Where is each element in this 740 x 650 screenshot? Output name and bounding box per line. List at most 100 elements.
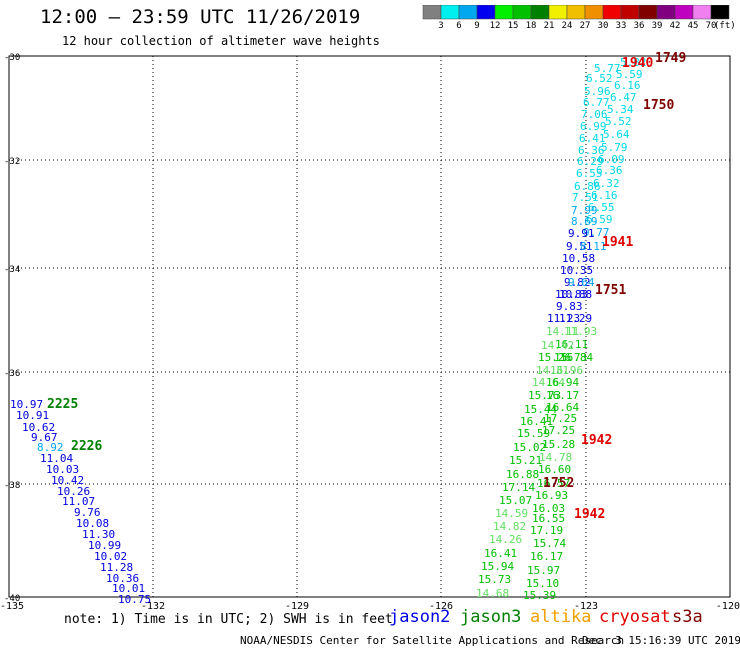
color-scale-label: 6 — [456, 21, 462, 31]
chart-title: 12:00 – 23:59 UTC 11/26/2019 — [40, 6, 361, 28]
wave-height-label: 7.99 — [571, 204, 598, 217]
wave-height-label: 15.73 — [478, 573, 511, 586]
color-scale-bar — [422, 5, 730, 20]
wave-height-label: 16.57 — [537, 477, 570, 490]
chart-subtitle: 12 hour collection of altimeter wave hei… — [62, 34, 380, 48]
longitude-tick-label: -129 — [285, 601, 309, 610]
color-scale-label: 21 — [543, 21, 555, 31]
wave-height-label: 8.92 — [37, 441, 64, 454]
color-scale-label: 36 — [633, 21, 645, 31]
wave-height-label: 8.69 — [571, 215, 598, 228]
wave-height-label: 16.64 — [546, 401, 579, 414]
color-scale-label: 12 — [489, 21, 501, 31]
wave-height-label: 16.55 — [532, 512, 565, 525]
wave-height-label: 5.59 — [616, 68, 643, 81]
wave-height-label: 6.36 — [578, 144, 605, 157]
wave-height-label: 6.09 — [598, 153, 625, 166]
latitude-tick-label: -34 — [4, 265, 20, 275]
pass-time-label: 1942 — [574, 507, 605, 522]
wave-height-label: 6.99 — [580, 120, 607, 133]
wave-height-label: 16.96 — [550, 364, 583, 377]
wave-height-label: 11.28 — [100, 561, 133, 574]
wave-height-label: 14.59 — [495, 507, 528, 520]
wave-height-label: 17.25 — [544, 412, 577, 425]
pass-time-label: 1942 — [581, 433, 612, 448]
wave-height-label: 9.83 — [556, 300, 583, 313]
satellite-legend-s3a: s3a — [672, 607, 703, 627]
longitude-tick-label: -132 — [141, 601, 165, 610]
wave-height-label: 10.08 — [76, 517, 109, 530]
wave-height-label: 9.67 — [31, 431, 58, 444]
wave-height-label: 15.59 — [517, 427, 550, 440]
wave-height-label: 5.34 — [607, 103, 634, 116]
wave-height-label: 11.23 — [547, 312, 580, 325]
wave-height-map: -30 -32 -34 -36 -38 -40-135 -132 -129 -126 -123 -1… — [0, 51, 740, 610]
wave-height-label: 14.68 — [476, 587, 509, 600]
wave-height-label: 16.03 — [532, 502, 565, 515]
wave-height-label: 5.77 — [594, 62, 621, 75]
wave-height-label: 10.01 — [112, 582, 145, 595]
wave-height-label: 14.64 — [532, 376, 565, 389]
wave-height-label: 10.75 — [118, 593, 151, 606]
wave-height-label: 15.02 — [513, 441, 546, 454]
wave-height-label: 10.36 — [106, 572, 139, 585]
satellite-legend-jason2: jason2 — [389, 607, 451, 627]
latitude-tick-label: -30 — [4, 53, 20, 63]
wave-height-label: 10.58 — [562, 252, 595, 265]
latitude-tick-label: -32 — [4, 157, 20, 167]
wave-height-label: 10.26 — [57, 485, 90, 498]
credit-line: NOAA/NESDIS Center for Satellite Applica… — [240, 634, 625, 647]
pass-time-label: 2225 — [47, 397, 78, 412]
generation-timestamp: Dec 3 15:16:39 UTC 2019 — [582, 634, 740, 647]
wave-height-label: 10.35 — [560, 264, 593, 277]
pass-time-label: 1752 — [543, 476, 574, 491]
pass-time-label: 1941 — [602, 235, 633, 250]
latitude-tick-label: -40 — [4, 594, 20, 604]
wave-height-label: 14.31 — [536, 364, 569, 377]
wave-height-label: 10.88 — [559, 288, 592, 301]
color-scale-swatch — [710, 5, 730, 20]
wave-height-label: 9.91 — [568, 227, 595, 240]
wave-height-label: 15.28 — [542, 438, 575, 451]
wave-height-label: 17.14 — [502, 481, 535, 494]
pass-time-label: 1940 — [622, 56, 653, 71]
color-scale-label: 70 — [705, 21, 717, 31]
wave-height-label: 10.62 — [22, 421, 55, 434]
wave-height-label: 11.30 — [82, 528, 115, 541]
longitude-tick-label: -120 — [716, 601, 740, 610]
footer-note: note: 1) Time is in UTC; 2) SWH is in fe… — [64, 612, 393, 627]
wave-height-label: 11.07 — [62, 495, 95, 508]
wave-height-label: 6.16 — [614, 79, 641, 92]
wave-height-label: 7.51 — [572, 191, 599, 204]
wave-height-label: 10.03 — [46, 463, 79, 476]
wave-height-label: 16.94 — [546, 376, 579, 389]
wave-height-label: 17.25 — [542, 424, 575, 437]
wave-height-label: 6.32 — [593, 177, 620, 190]
wave-height-label: 15.97 — [527, 564, 560, 577]
color-scale-label: 39 — [651, 21, 663, 31]
wave-height-label: 9.51 — [566, 240, 593, 253]
color-scale-label: 15 — [507, 21, 519, 31]
color-scale-label: 18 — [525, 21, 537, 31]
color-scale-label: 33 — [615, 21, 627, 31]
color-scale-unit: (ft) — [714, 21, 736, 31]
wave-height-label: 5.79 — [601, 141, 628, 154]
color-scale-labels: 3 6 9 12 15 18 21 24 27 30 33 36 39 42 45 70 — [422, 21, 730, 35]
wave-height-label: 6.55 — [588, 201, 615, 214]
wave-height-label: 15.39 — [523, 589, 556, 602]
wave-height-label: 6.47 — [610, 91, 637, 104]
wave-height-label: 16.41 — [484, 547, 517, 560]
pass-time-label: 2226 — [71, 439, 102, 454]
wave-height-label: 6.86 — [574, 180, 601, 193]
latitude-tick-label: -36 — [4, 369, 20, 379]
wave-height-label: 14.11 — [546, 325, 579, 338]
wave-height-label: 16.84 — [560, 351, 593, 364]
wave-height-label: 14.26 — [489, 533, 522, 546]
color-scale-label: 9 — [474, 21, 480, 31]
wave-height-label: 6.77 — [583, 96, 610, 109]
wave-height-label: 15.74 — [533, 537, 566, 550]
color-scale-label: 45 — [687, 21, 699, 31]
color-scale-label: 27 — [579, 21, 591, 31]
wave-height-label: 11.04 — [40, 452, 73, 465]
wave-height-label: 6.59 — [586, 213, 613, 226]
